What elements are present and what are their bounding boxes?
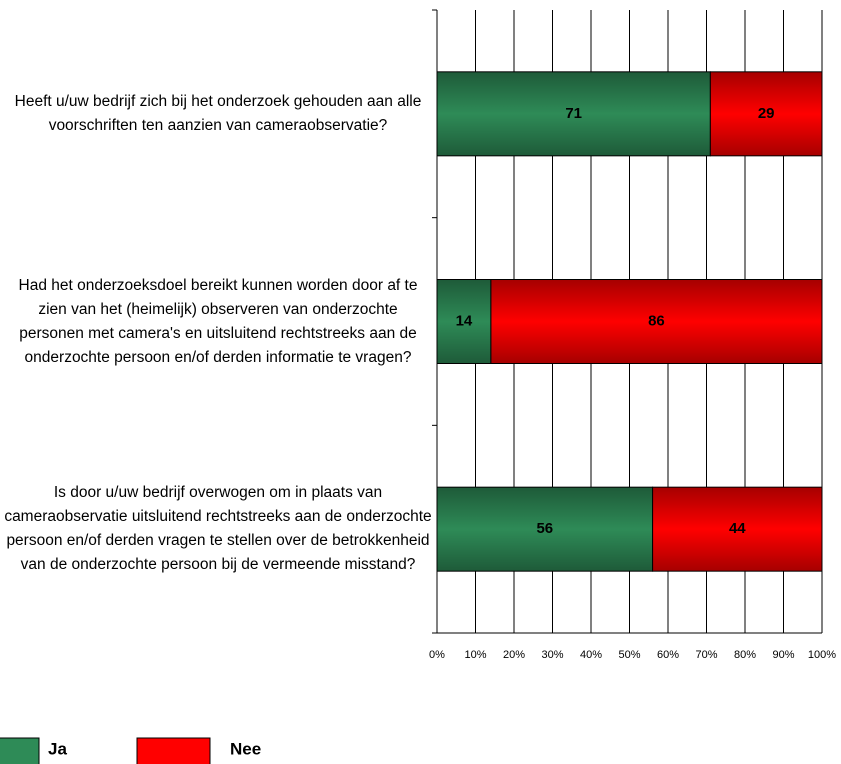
data-label: 71 xyxy=(565,105,582,122)
x-tick-label: 100% xyxy=(808,649,836,661)
data-label: 86 xyxy=(648,312,665,329)
y-tick-label: Is door u/uw bedrijf overwogen om in pla… xyxy=(4,484,432,574)
x-tick-label: 10% xyxy=(464,649,486,661)
legend-swatch xyxy=(136,737,211,764)
x-tick-label: 50% xyxy=(618,649,640,661)
y-tick-label: Heeft u/uw bedrijf zich bij het onderzoe… xyxy=(14,92,422,134)
legend-label: Ja xyxy=(48,739,67,758)
x-tick-label: 20% xyxy=(503,649,525,661)
x-tick-label: 30% xyxy=(541,649,563,661)
bar-shade xyxy=(436,71,711,157)
x-tick-label: 40% xyxy=(580,649,602,661)
bar-shade xyxy=(436,279,492,364)
bar-shade xyxy=(436,486,654,572)
x-tick-label: 80% xyxy=(734,649,756,661)
x-tick-label: 60% xyxy=(657,649,679,661)
data-label: 14 xyxy=(456,312,473,329)
legend-swatch xyxy=(0,737,40,764)
x-tick-label: 90% xyxy=(772,649,794,661)
y-tick-label: Had het onderzoeksdoel bereikt kunnen wo… xyxy=(18,276,418,366)
legend-label: Nee xyxy=(230,739,261,758)
x-tick-label: 70% xyxy=(695,649,717,661)
x-tick-label: 0% xyxy=(429,649,445,661)
data-label: 29 xyxy=(758,105,775,122)
data-label: 44 xyxy=(729,520,746,537)
bar-shade xyxy=(490,279,823,364)
data-label: 56 xyxy=(536,520,553,537)
bar-shade xyxy=(652,486,823,572)
bar-shade xyxy=(709,71,823,157)
